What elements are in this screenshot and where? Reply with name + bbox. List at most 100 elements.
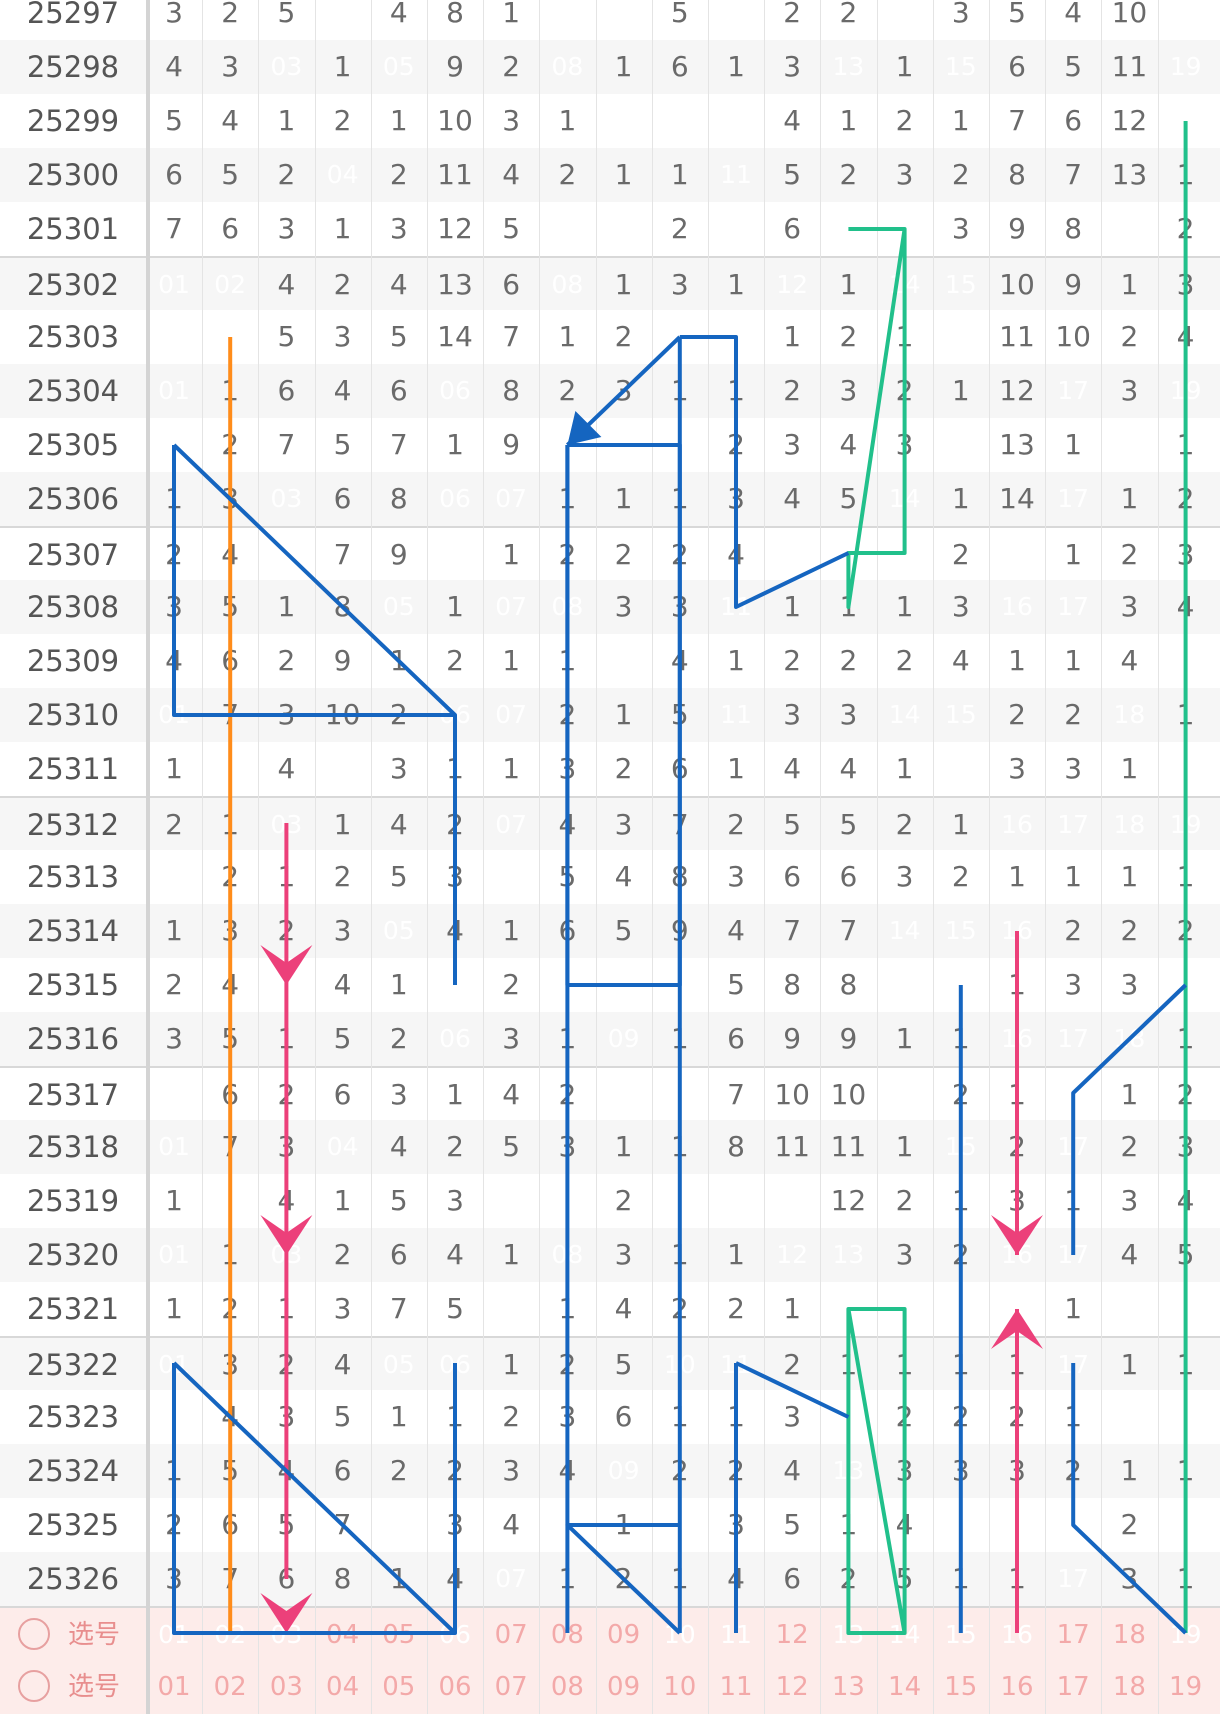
select-number-button[interactable]: 01 bbox=[146, 1660, 202, 1714]
omission-value: 4 bbox=[1158, 310, 1214, 364]
select-number-button[interactable]: 06 bbox=[427, 1608, 483, 1662]
cell-value: 5 bbox=[895, 1562, 914, 1595]
select-number-button[interactable]: 09 bbox=[596, 1608, 652, 1662]
table-row: 25325 2 6 5 7 05 3 4 08 1 10 3 5 1 4 15 16 17 2 19 bbox=[0, 1498, 1220, 1552]
select-number-button[interactable]: 01 bbox=[146, 1608, 202, 1662]
number-ball: 01 bbox=[146, 364, 202, 418]
select-number-button[interactable]: 04 bbox=[315, 1660, 371, 1714]
cell-value: 4 bbox=[277, 1184, 296, 1217]
omission-value: 8 bbox=[652, 850, 708, 904]
cell-value: 2 bbox=[951, 1078, 970, 1111]
number-ball: 10 bbox=[652, 310, 708, 364]
omission-value: 1 bbox=[820, 580, 876, 634]
cell-value: 5 bbox=[333, 428, 352, 461]
table-row: 25315 2 4 03 4 1 06 2 08 09 10 5 8 8 14 15 1 3 3 19 bbox=[0, 958, 1220, 1012]
cell-value: 2 bbox=[951, 1238, 970, 1271]
select-number-button[interactable]: 12 bbox=[764, 1660, 820, 1714]
select-number-button[interactable]: 19 bbox=[1158, 1608, 1214, 1662]
select-row[interactable]: 选号 01 02 03 04 05 06 07 08 09 10 11 12 13 14 15 16 17 18 19 bbox=[0, 1660, 1220, 1714]
select-number-button[interactable]: 06 bbox=[427, 1660, 483, 1714]
omission-value: 4 bbox=[315, 364, 371, 418]
cell-value: 3 bbox=[895, 428, 914, 461]
select-number-button[interactable]: 18 bbox=[1101, 1660, 1157, 1714]
select-number-button[interactable]: 10 bbox=[652, 1608, 708, 1662]
issue-number: 25320 bbox=[26, 1238, 120, 1272]
omission-value: 2 bbox=[820, 310, 876, 364]
select-toggle[interactable]: 选号 bbox=[0, 1660, 146, 1714]
omission-value: 12 bbox=[427, 202, 483, 256]
select-number-button[interactable]: 03 bbox=[258, 1608, 314, 1662]
select-number-button[interactable]: 11 bbox=[708, 1608, 764, 1662]
cell-value: 1 bbox=[670, 482, 689, 515]
cell-value: 17 bbox=[1057, 1080, 1090, 1109]
cell-value: 08 bbox=[551, 214, 584, 243]
cell-value: 8 bbox=[727, 1130, 745, 1163]
omission-value: 2 bbox=[315, 850, 371, 904]
cell-value: 2 bbox=[1120, 914, 1139, 947]
cell-value: 9 bbox=[1008, 212, 1026, 245]
omission-value: 3 bbox=[764, 40, 820, 94]
number-ball: 16 bbox=[989, 904, 1045, 958]
select-number-button[interactable]: 18 bbox=[1101, 1608, 1157, 1662]
select-number-button[interactable]: 15 bbox=[933, 1660, 989, 1714]
table-row: 25301 7 6 3 1 3 12 5 08 09 2 11 6 13 14 3 9 8 18 2 bbox=[0, 202, 1220, 256]
omission-value: 3 bbox=[258, 1120, 314, 1174]
omission-value: 7 bbox=[202, 1120, 258, 1174]
select-number-label: 17 bbox=[1056, 1672, 1090, 1702]
select-number-button[interactable]: 03 bbox=[258, 1660, 314, 1714]
select-number-button[interactable]: 15 bbox=[933, 1608, 989, 1662]
select-number-button[interactable]: 09 bbox=[596, 1660, 652, 1714]
number-ball: 03 bbox=[258, 1228, 314, 1282]
select-number-button[interactable]: 13 bbox=[820, 1660, 876, 1714]
cell-value: 17 bbox=[1057, 810, 1090, 839]
number-ball: 09 bbox=[596, 94, 652, 148]
table-row: 25317 01 6 2 6 3 1 4 2 09 10 7 10 10 14 2 1 17 1 2 bbox=[0, 1066, 1220, 1120]
select-toggle[interactable]: 选号 bbox=[0, 1608, 146, 1662]
cell-value: 7 bbox=[727, 1078, 745, 1111]
select-number-button[interactable]: 07 bbox=[483, 1608, 539, 1662]
omission-value: 1 bbox=[371, 94, 427, 148]
number-ball: 19 bbox=[1158, 634, 1214, 688]
cell-value: 7 bbox=[1008, 104, 1026, 137]
select-number-button[interactable]: 08 bbox=[539, 1608, 595, 1662]
cell-value: 1 bbox=[1008, 860, 1026, 893]
number-ball: 09 bbox=[596, 0, 652, 40]
select-number-button[interactable]: 14 bbox=[877, 1608, 933, 1662]
select-number-button[interactable]: 10 bbox=[652, 1660, 708, 1714]
select-number-button[interactable]: 02 bbox=[202, 1660, 258, 1714]
select-number-button[interactable]: 05 bbox=[371, 1660, 427, 1714]
number-ball: 11 bbox=[708, 202, 764, 256]
select-number-button[interactable]: 17 bbox=[1045, 1608, 1101, 1662]
cell-value: 4 bbox=[783, 482, 802, 515]
cell-value: 7 bbox=[277, 428, 296, 461]
select-number-button[interactable]: 11 bbox=[708, 1660, 764, 1714]
omission-value: 3 bbox=[1101, 1174, 1157, 1228]
select-number-button[interactable]: 05 bbox=[371, 1608, 427, 1662]
select-number-button[interactable]: 17 bbox=[1045, 1660, 1101, 1714]
select-number-button[interactable]: 16 bbox=[989, 1608, 1045, 1662]
cell-value: 3 bbox=[1120, 1562, 1139, 1595]
cell-value: 9 bbox=[839, 1022, 858, 1055]
select-number-button[interactable]: 14 bbox=[877, 1660, 933, 1714]
cell-value: 3 bbox=[839, 698, 858, 731]
select-number-button[interactable]: 08 bbox=[539, 1660, 595, 1714]
radio-circle-icon[interactable] bbox=[18, 1670, 50, 1702]
select-number-button[interactable]: 04 bbox=[315, 1608, 371, 1662]
omission-value: 2 bbox=[764, 1338, 820, 1392]
cell-value: 8 bbox=[670, 860, 689, 893]
cell-value: 1 bbox=[333, 50, 352, 83]
cell-value: 4 bbox=[277, 268, 296, 301]
omission-value: 1 bbox=[258, 580, 314, 634]
number-ball: 01 bbox=[146, 1120, 202, 1174]
omission-value: 9 bbox=[764, 1012, 820, 1066]
select-number-button[interactable]: 16 bbox=[989, 1660, 1045, 1714]
cell-value: 04 bbox=[326, 1132, 359, 1161]
select-number-button[interactable]: 02 bbox=[202, 1608, 258, 1662]
select-number-button[interactable]: 12 bbox=[764, 1608, 820, 1662]
select-number-button[interactable]: 13 bbox=[820, 1608, 876, 1662]
radio-circle-icon[interactable] bbox=[18, 1618, 50, 1650]
select-number-button[interactable]: 19 bbox=[1158, 1660, 1214, 1714]
issue-number: 25304 bbox=[26, 374, 120, 408]
select-number-button[interactable]: 07 bbox=[483, 1660, 539, 1714]
select-row[interactable]: 选号 01 02 03 04 05 06 07 08 09 10 11 12 13 14 15 16 17 18 19 bbox=[0, 1606, 1220, 1660]
